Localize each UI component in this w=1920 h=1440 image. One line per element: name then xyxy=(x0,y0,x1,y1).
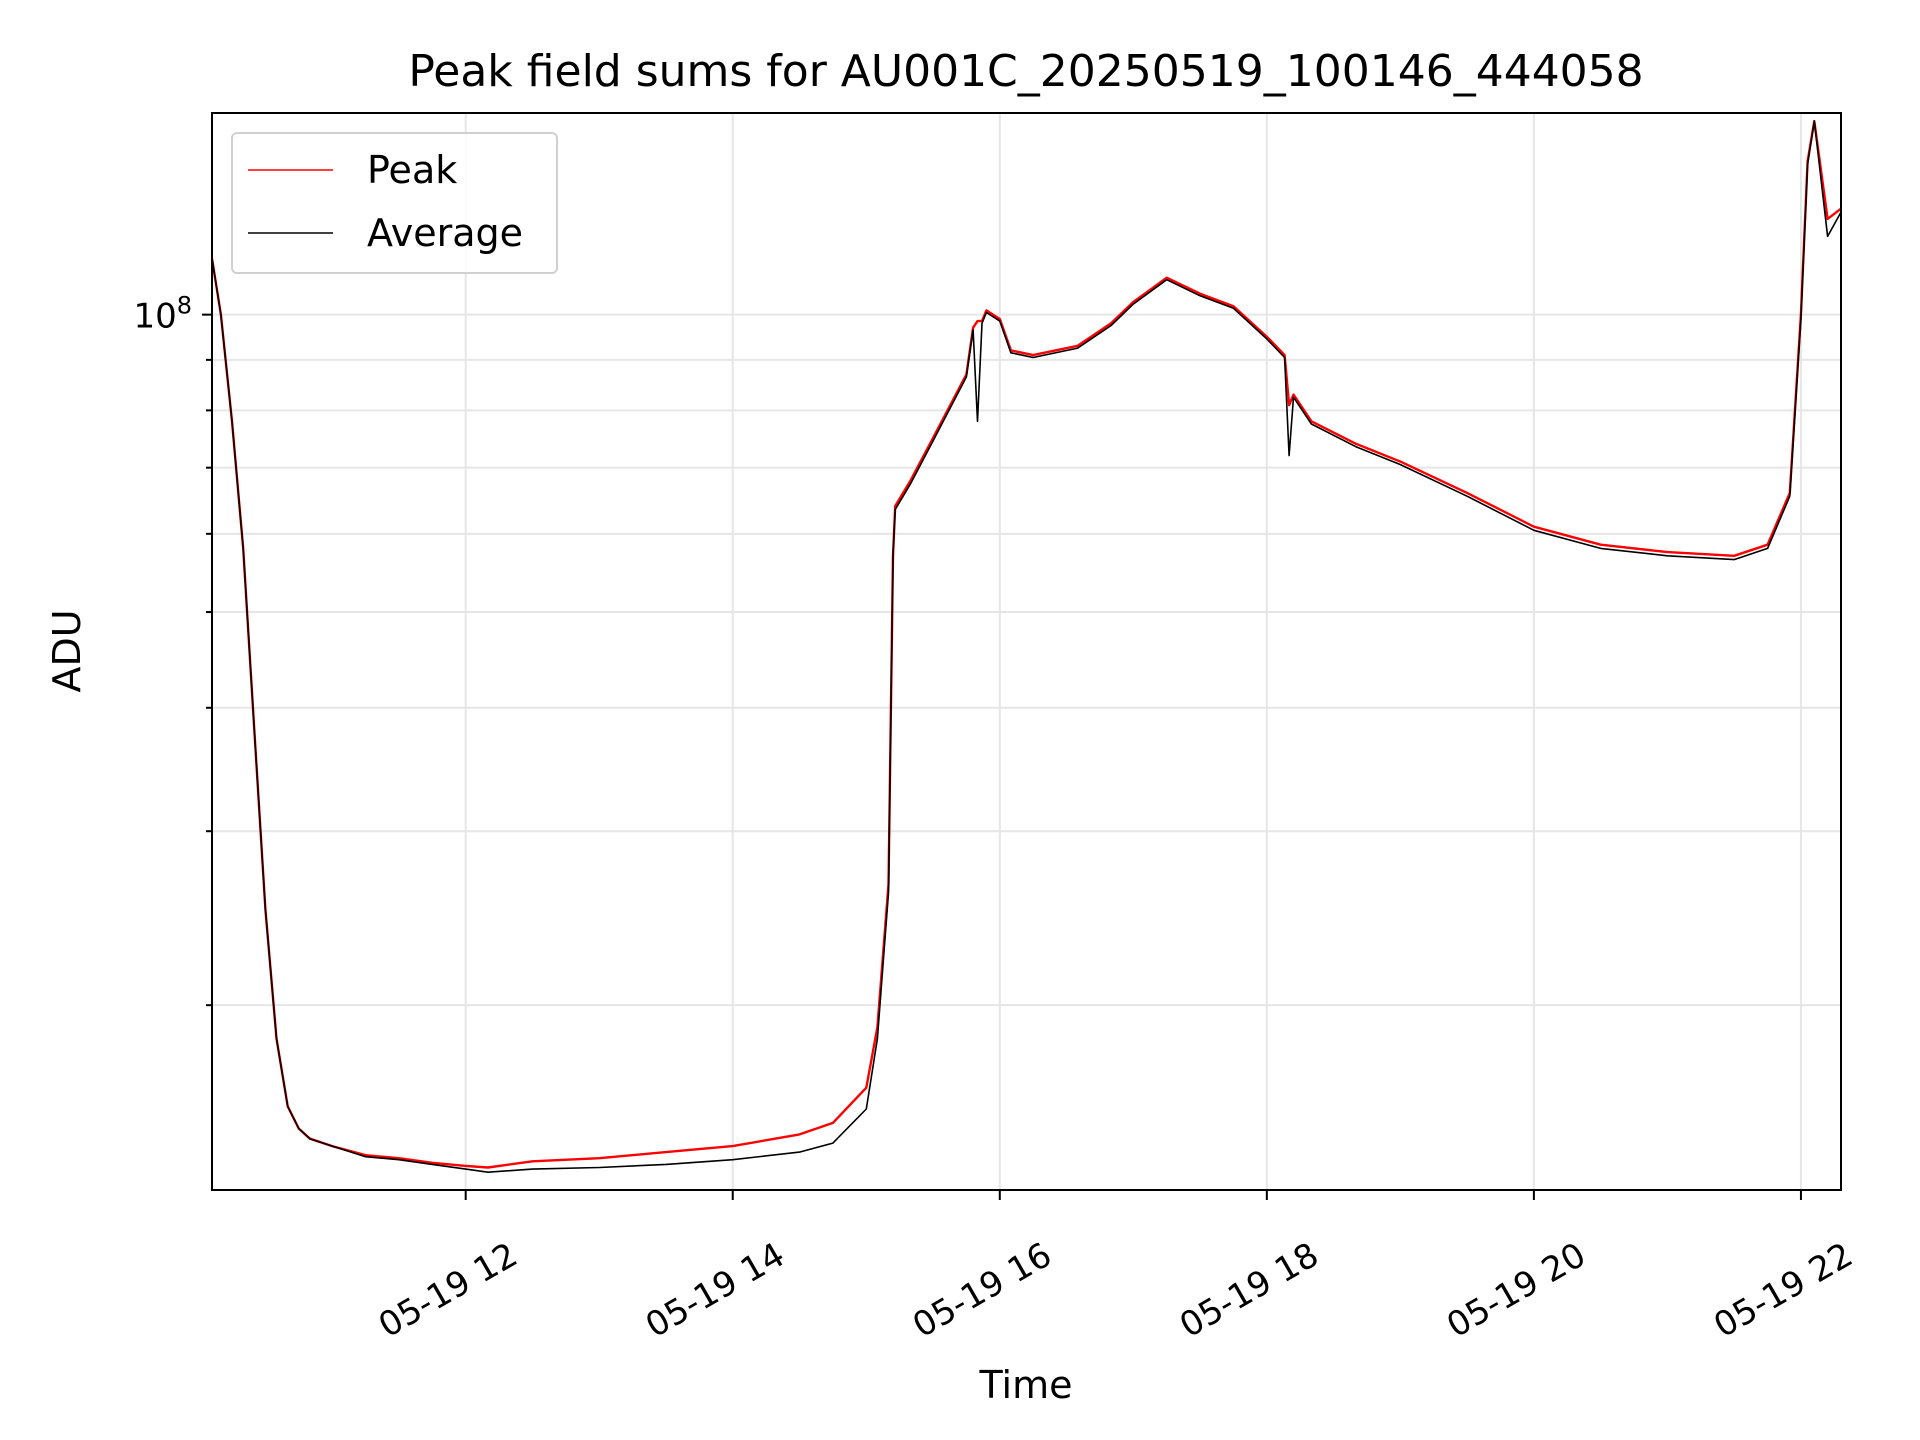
grid-layer xyxy=(212,113,1841,1190)
x-axis-label: Time xyxy=(979,1363,1073,1407)
x-tick-label: 05-19 14 xyxy=(639,1235,791,1346)
x-tick-label: 05-19 22 xyxy=(1707,1235,1859,1346)
x-axis: 05-19 12 05-19 14 05-19 16 05-19 18 05-19 20… xyxy=(372,1190,1860,1346)
x-tick-label: 05-19 12 xyxy=(372,1235,524,1346)
x-tick-label: 05-19 20 xyxy=(1440,1235,1592,1346)
series-layer xyxy=(210,119,1842,1173)
y-axis-label: ADU xyxy=(45,609,89,692)
plot-frame xyxy=(211,112,1842,1191)
series-line-peak xyxy=(210,119,1842,1169)
x-tick-label: 05-19 16 xyxy=(906,1235,1058,1346)
series-line-average xyxy=(211,120,1842,1173)
y-tick-label: 108 xyxy=(133,292,192,337)
chart-title: Peak field sums for AU001C_20250519_1001… xyxy=(408,46,1643,97)
legend-average-label: Average xyxy=(367,211,523,255)
legend-peak-label: Peak xyxy=(367,148,457,192)
x-tick-label: 05-19 18 xyxy=(1173,1235,1325,1346)
legend: Peak Average xyxy=(231,132,558,274)
legend-box xyxy=(231,132,558,274)
y-axis: 108 xyxy=(133,292,212,1007)
